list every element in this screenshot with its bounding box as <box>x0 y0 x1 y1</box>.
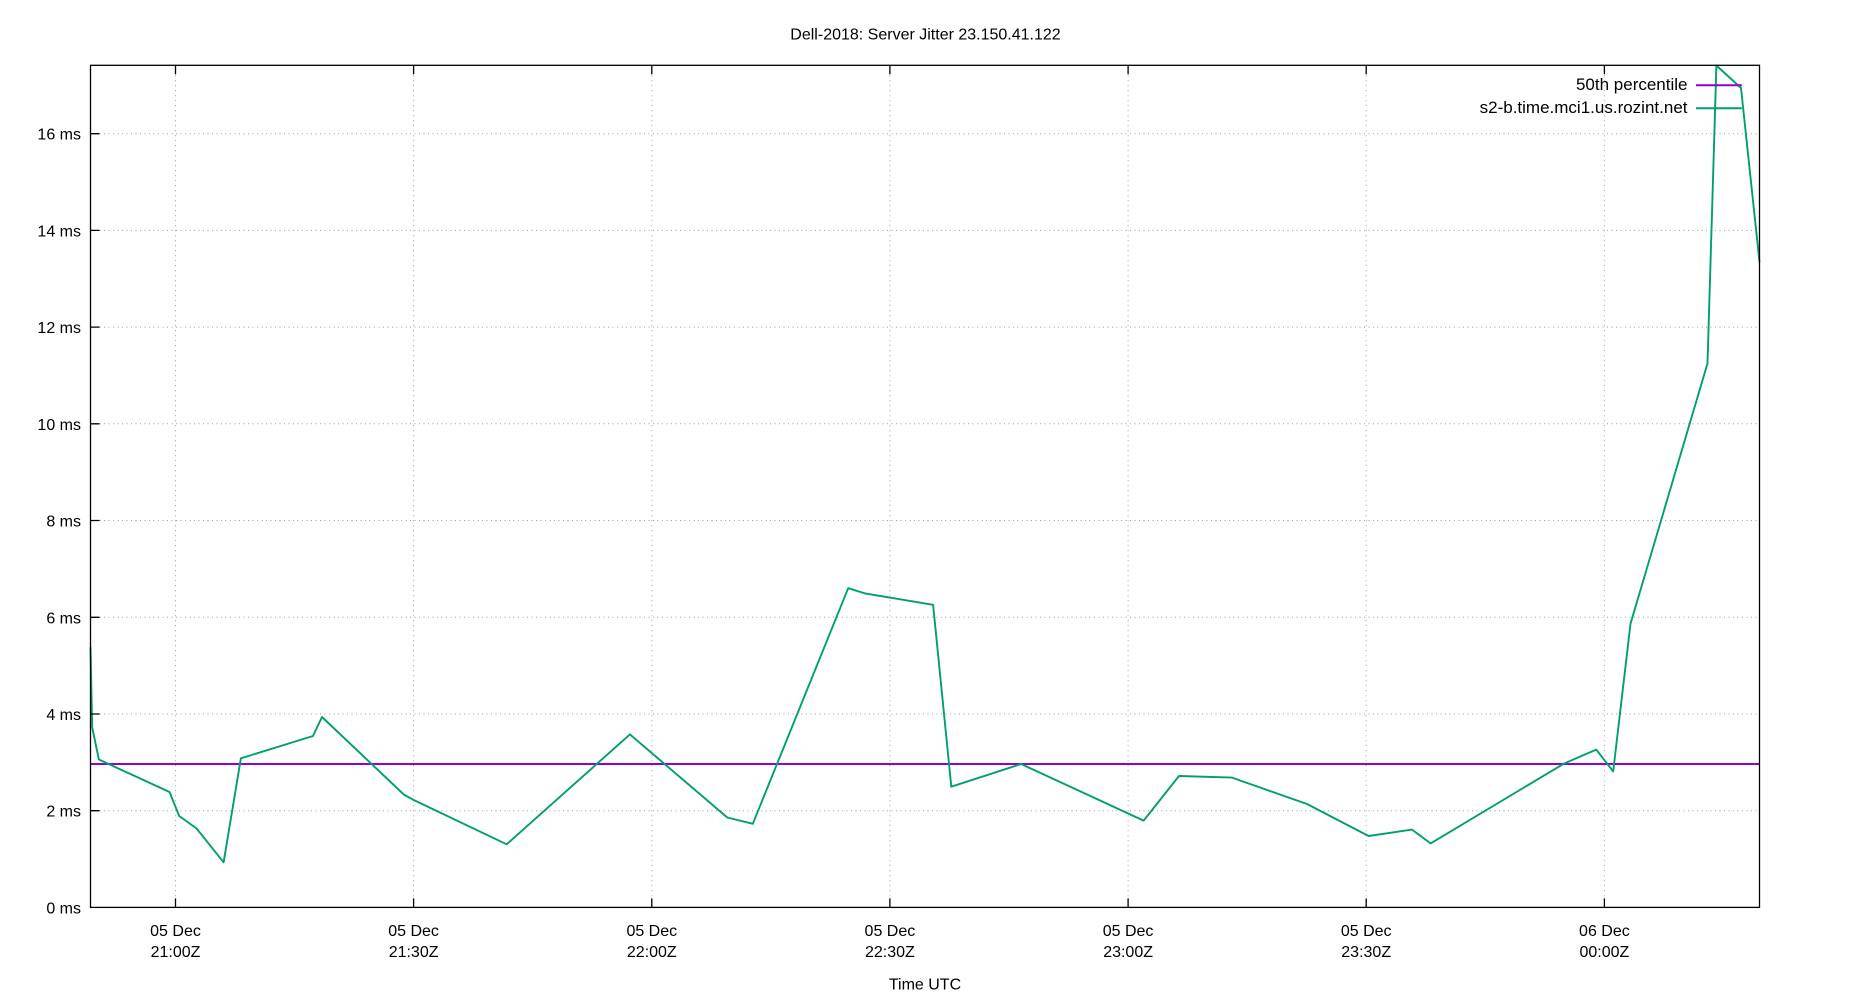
svg-text:8 ms: 8 ms <box>46 514 81 531</box>
svg-text:05 Dec: 05 Dec <box>388 923 439 940</box>
svg-text:12 ms: 12 ms <box>37 320 81 337</box>
svg-text:06 Dec: 06 Dec <box>1579 923 1630 940</box>
svg-text:4 ms: 4 ms <box>46 707 81 724</box>
svg-text:05 Dec: 05 Dec <box>1103 923 1154 940</box>
svg-text:05 Dec: 05 Dec <box>150 923 201 940</box>
svg-text:Time UTC: Time UTC <box>889 976 961 993</box>
svg-text:05 Dec: 05 Dec <box>865 923 916 940</box>
svg-text:0 ms: 0 ms <box>46 900 81 917</box>
svg-text:22:30Z: 22:30Z <box>865 944 915 961</box>
svg-text:05 Dec: 05 Dec <box>1341 923 1392 940</box>
svg-text:05 Dec: 05 Dec <box>626 923 677 940</box>
svg-text:14 ms: 14 ms <box>37 223 81 240</box>
svg-text:23:30Z: 23:30Z <box>1341 944 1391 961</box>
svg-text:50th percentile: 50th percentile <box>1576 75 1688 94</box>
svg-text:16 ms: 16 ms <box>37 127 81 144</box>
svg-text:s2-b.time.mci1.us.rozint.net: s2-b.time.mci1.us.rozint.net <box>1480 98 1688 117</box>
svg-text:21:30Z: 21:30Z <box>389 944 439 961</box>
svg-text:23:00Z: 23:00Z <box>1103 944 1153 961</box>
svg-text:22:00Z: 22:00Z <box>627 944 677 961</box>
svg-text:2 ms: 2 ms <box>46 804 81 821</box>
svg-text:21:00Z: 21:00Z <box>151 944 201 961</box>
svg-text:00:00Z: 00:00Z <box>1579 944 1629 961</box>
svg-text:6 ms: 6 ms <box>46 610 81 627</box>
svg-text:Dell-2018: Server Jitter 23.15: Dell-2018: Server Jitter 23.150.41.122 <box>790 27 1060 44</box>
svg-text:10 ms: 10 ms <box>37 417 81 434</box>
